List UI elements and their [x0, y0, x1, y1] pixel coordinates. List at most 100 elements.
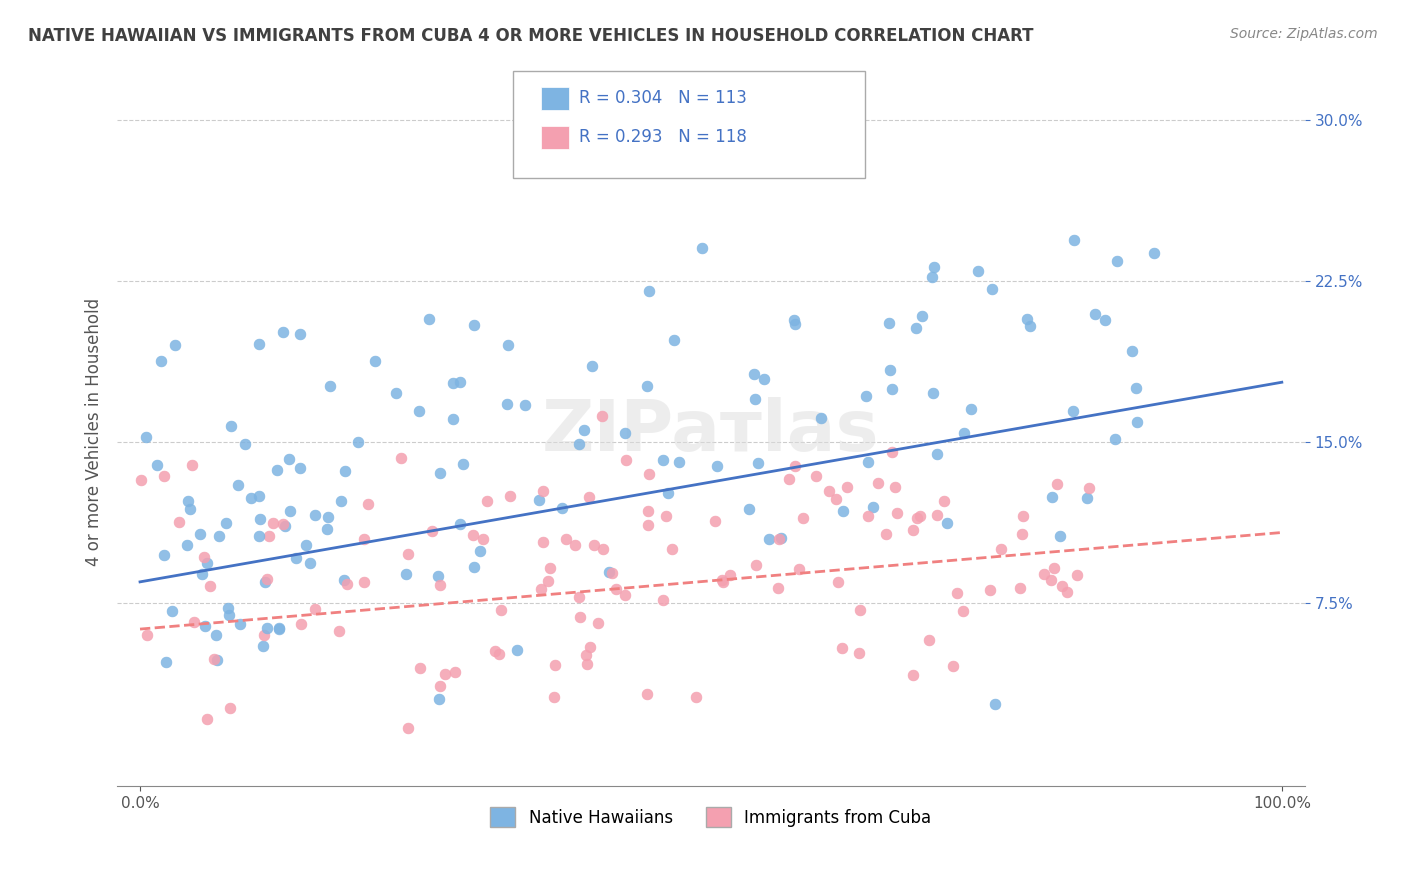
Point: [582, 538, 605, 552]
Point: [831, 640, 853, 655]
Point: [249, 512, 271, 526]
Point: [499, 489, 522, 503]
Point: [290, 326, 312, 341]
Text: NATIVE HAWAIIAN VS IMMIGRANTS FROM CUBA 4 OR MORE VEHICLES IN HOUSEHOLD CORRELAT: NATIVE HAWAIIAN VS IMMIGRANTS FROM CUBA …: [28, 27, 1033, 45]
Point: [768, 532, 790, 546]
Point: [429, 577, 451, 591]
Point: [153, 548, 176, 562]
Point: [554, 533, 576, 547]
Point: [1125, 415, 1147, 429]
Point: [614, 425, 637, 440]
Point: [825, 491, 848, 506]
Point: [754, 372, 776, 386]
Point: [247, 489, 270, 503]
Point: [921, 386, 943, 401]
Point: [817, 483, 839, 498]
Point: [1104, 432, 1126, 446]
Point: [395, 567, 418, 582]
Point: [271, 516, 294, 531]
Point: [294, 538, 316, 552]
Point: [229, 617, 252, 632]
Point: [686, 148, 709, 162]
Point: [420, 524, 443, 538]
Point: [925, 508, 948, 522]
Point: [433, 666, 456, 681]
Point: [426, 568, 449, 582]
Point: [543, 690, 565, 705]
Point: [855, 388, 877, 402]
Point: [1011, 527, 1033, 541]
Point: [475, 494, 498, 508]
Point: [335, 464, 357, 478]
Point: [980, 282, 1002, 296]
Point: [239, 491, 262, 505]
Point: [614, 588, 637, 602]
Point: [1121, 344, 1143, 359]
Point: [1066, 567, 1088, 582]
Point: [389, 450, 412, 465]
Point: [572, 423, 595, 437]
Point: [259, 529, 281, 543]
Point: [180, 458, 202, 473]
Point: [880, 445, 903, 459]
Point: [136, 627, 159, 641]
Point: [408, 661, 430, 675]
Point: [616, 453, 638, 467]
Point: [537, 574, 560, 589]
Point: [1011, 508, 1033, 523]
Point: [538, 561, 561, 575]
Point: [135, 429, 157, 443]
Point: [990, 542, 1012, 557]
Point: [668, 455, 690, 469]
Point: [578, 490, 600, 504]
Point: [758, 532, 780, 546]
Point: [451, 457, 474, 471]
Point: [226, 478, 249, 492]
Point: [318, 510, 340, 524]
Point: [408, 404, 430, 418]
Point: [942, 659, 965, 673]
Point: [1084, 307, 1107, 321]
Point: [882, 382, 904, 396]
Point: [463, 528, 485, 542]
Point: [827, 574, 849, 589]
Point: [267, 622, 290, 636]
Point: [176, 538, 198, 552]
Point: [935, 516, 957, 530]
Point: [783, 312, 806, 326]
Point: [471, 532, 494, 546]
Point: [304, 508, 326, 523]
Point: [531, 534, 554, 549]
Point: [155, 655, 177, 669]
Point: [1040, 574, 1063, 588]
Point: [637, 518, 659, 533]
Point: [903, 668, 925, 682]
Point: [778, 472, 800, 486]
Point: [651, 453, 673, 467]
Point: [333, 573, 356, 587]
Point: [804, 469, 827, 483]
Point: [353, 574, 375, 589]
Point: [868, 475, 890, 490]
Point: [664, 333, 686, 347]
Text: R = 0.304   N = 113: R = 0.304 N = 113: [579, 89, 747, 107]
Point: [592, 542, 614, 557]
Point: [1032, 566, 1054, 581]
Point: [1008, 582, 1031, 596]
Point: [661, 542, 683, 557]
Point: [315, 522, 337, 536]
Point: [1105, 254, 1128, 268]
Point: [638, 467, 661, 481]
Point: [219, 419, 242, 434]
Point: [441, 412, 464, 426]
Point: [194, 619, 217, 633]
Point: [921, 270, 943, 285]
Point: [274, 519, 297, 533]
Point: [444, 665, 467, 679]
Point: [429, 467, 451, 481]
Point: [576, 657, 599, 672]
Point: [568, 437, 591, 451]
Point: [1043, 560, 1066, 574]
Point: [564, 538, 586, 552]
Point: [636, 687, 658, 701]
